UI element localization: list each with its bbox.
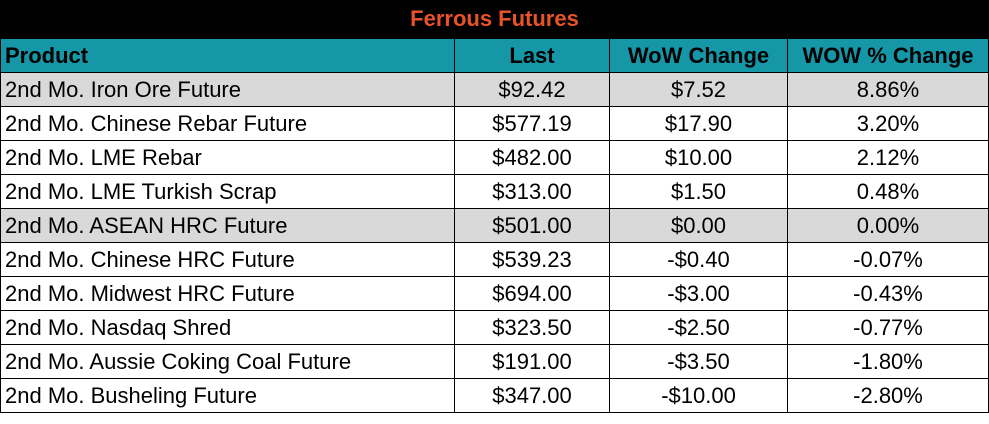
product-cell: 2nd Mo. Chinese Rebar Future [0,106,455,141]
wow-change-cell: -$0.40 [609,242,788,277]
title-bar: Ferrous Futures [0,0,989,38]
wow-change-cell: $7.52 [609,72,788,107]
wow-pct-cell: 0.00% [787,208,989,243]
futures-table: Product Last WoW Change WOW % Change 2nd… [0,38,989,413]
table-row: 2nd Mo. Iron Ore Future $92.42 $7.52 8.8… [0,72,989,107]
wow-pct-cell: 0.48% [787,174,989,209]
last-cell: $501.00 [454,208,610,243]
wow-pct-cell: -0.07% [787,242,989,277]
last-cell: $482.00 [454,140,610,175]
table-row: 2nd Mo. Chinese Rebar Future $577.19 $17… [0,106,989,141]
table-row: 2nd Mo. ASEAN HRC Future $501.00 $0.00 0… [0,208,989,243]
wow-pct-cell: 3.20% [787,106,989,141]
product-cell: 2nd Mo. LME Turkish Scrap [0,174,455,209]
table-title: Ferrous Futures [410,6,579,31]
table-row: 2nd Mo. Aussie Coking Coal Future $191.0… [0,344,989,379]
product-cell: 2nd Mo. LME Rebar [0,140,455,175]
header-last: Last [454,38,610,73]
wow-change-cell: -$3.50 [609,344,788,379]
header-product: Product [0,38,455,73]
wow-pct-cell: -0.77% [787,310,989,345]
wow-pct-cell: 8.86% [787,72,989,107]
product-cell: 2nd Mo. Chinese HRC Future [0,242,455,277]
product-cell: 2nd Mo. Iron Ore Future [0,72,455,107]
wow-change-cell: $1.50 [609,174,788,209]
wow-change-cell: $0.00 [609,208,788,243]
table-row: 2nd Mo. LME Turkish Scrap $313.00 $1.50 … [0,174,989,209]
last-cell: $191.00 [454,344,610,379]
wow-pct-cell: -2.80% [787,378,989,413]
wow-change-cell: $17.90 [609,106,788,141]
wow-change-cell: -$10.00 [609,378,788,413]
last-cell: $577.19 [454,106,610,141]
last-cell: $313.00 [454,174,610,209]
header-wow-pct-change: WOW % Change [787,38,989,73]
product-cell: 2nd Mo. Busheling Future [0,378,455,413]
wow-change-cell: -$2.50 [609,310,788,345]
wow-pct-cell: -1.80% [787,344,989,379]
table-row: 2nd Mo. Midwest HRC Future $694.00 -$3.0… [0,276,989,311]
table-row: 2nd Mo. LME Rebar $482.00 $10.00 2.12% [0,140,989,175]
last-cell: $539.23 [454,242,610,277]
product-cell: 2nd Mo. Aussie Coking Coal Future [0,344,455,379]
wow-change-cell: -$3.00 [609,276,788,311]
product-cell: 2nd Mo. Nasdaq Shred [0,310,455,345]
last-cell: $92.42 [454,72,610,107]
header-wow-change: WoW Change [609,38,788,73]
last-cell: $694.00 [454,276,610,311]
table-row: 2nd Mo. Busheling Future $347.00 -$10.00… [0,378,989,413]
wow-pct-cell: 2.12% [787,140,989,175]
wow-change-cell: $10.00 [609,140,788,175]
table-row: 2nd Mo. Nasdaq Shred $323.50 -$2.50 -0.7… [0,310,989,345]
product-cell: 2nd Mo. ASEAN HRC Future [0,208,455,243]
product-cell: 2nd Mo. Midwest HRC Future [0,276,455,311]
last-cell: $347.00 [454,378,610,413]
table-row: 2nd Mo. Chinese HRC Future $539.23 -$0.4… [0,242,989,277]
last-cell: $323.50 [454,310,610,345]
wow-pct-cell: -0.43% [787,276,989,311]
header-row: Product Last WoW Change WOW % Change [0,38,989,73]
